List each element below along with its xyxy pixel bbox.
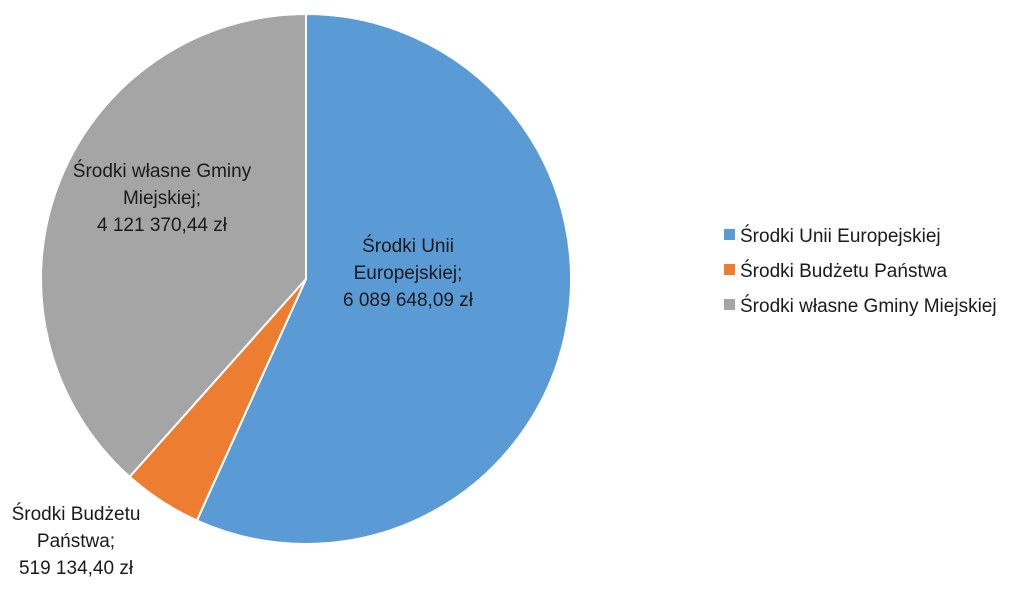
pie-slices <box>40 12 573 545</box>
data-label-3: Środki własne Gminy Miejskiej; 4 121 370,4… <box>73 160 252 236</box>
legend-label-1: Środki Unii Europejskiej <box>740 225 941 247</box>
legend-swatch-3 <box>724 299 735 310</box>
data-label-line: 6 089 648,09 zł <box>343 290 474 311</box>
data-label-line: Państwa; <box>37 531 115 552</box>
pie-slice-1 <box>195 12 573 545</box>
data-label-line: 4 121 370,44 zł <box>97 215 228 236</box>
data-labels: Środki Unii Europejskiej; 6 089 648,09 złŚ… <box>12 160 474 579</box>
data-label-line: Środki Budżetu <box>12 503 141 525</box>
legend: Środki Unii Europejskiej Środki Budżetu P… <box>724 225 997 317</box>
data-label-line: Środki własne Gminy <box>73 160 252 182</box>
data-label-2: Środki Budżetu Państwa; 519 134,40 zł <box>12 503 141 579</box>
data-label-line: 519 134,40 zł <box>19 558 134 579</box>
data-label-1: Środki Unii Europejskiej; 6 089 648,09 zł <box>343 235 474 311</box>
legend-swatch-2 <box>724 264 735 275</box>
data-label-line: Środki Unii <box>362 235 454 257</box>
pie-slice-3 <box>40 12 307 479</box>
legend-label-3: Środki własne Gminy Miejskiej <box>740 295 997 317</box>
data-label-line: Europejskiej; <box>354 263 463 284</box>
legend-label-2: Środki Budżetu Państwa <box>740 260 947 282</box>
data-label-line: Miejskiej; <box>123 188 201 209</box>
legend-swatch-1 <box>724 229 735 240</box>
